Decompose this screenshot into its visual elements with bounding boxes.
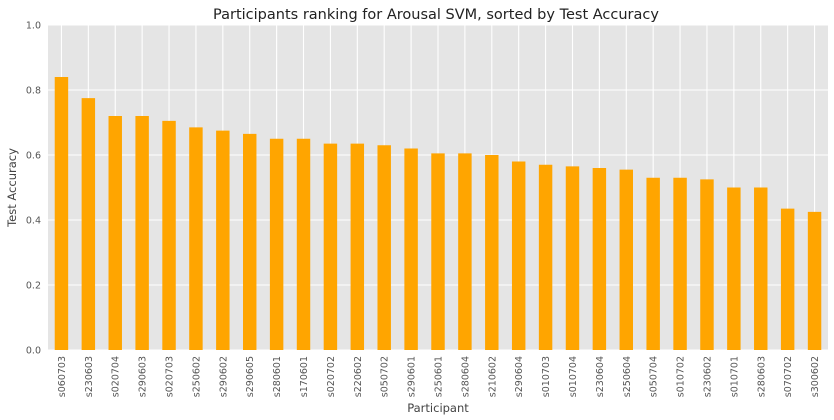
y-tick-label: 0.0 [26, 346, 41, 357]
x-tick-label: s010702 [676, 356, 687, 397]
bar-s230604 [592, 168, 607, 350]
x-tick-label: s010703 [541, 356, 552, 397]
bar-s010704 [565, 166, 580, 350]
x-tick-label: s210602 [487, 356, 498, 397]
bar-s290603 [135, 116, 149, 350]
bar-s210602 [485, 155, 499, 350]
y-tick-label: 1.0 [26, 21, 41, 32]
bar-s070702 [780, 208, 795, 350]
y-axis-ticks: 0.0 0.2 0.4 0.6 0.8 1.0 [26, 21, 41, 357]
bar-s020702 [323, 143, 338, 350]
y-tick-label: 0.4 [26, 216, 41, 227]
x-tick-label: s060703 [57, 356, 68, 397]
bar-s300602 [807, 211, 822, 350]
bar-s010701 [727, 187, 741, 350]
bar-s050702 [377, 145, 391, 350]
x-axis-ticks: s060703 s230603 s020704 s290603 s020703 s2506… [57, 356, 821, 397]
bar-s290601 [404, 148, 418, 350]
x-tick-label: s290603 [138, 356, 149, 397]
x-tick-label: s290601 [407, 356, 418, 397]
x-tick-label: s300602 [810, 356, 821, 397]
x-tick-label: s250604 [622, 356, 633, 397]
x-tick-label: s290604 [514, 356, 525, 397]
bar-s230602 [700, 179, 714, 350]
bar-s290602 [216, 130, 230, 350]
x-tick-label: s220602 [353, 356, 364, 397]
bar-s280603 [754, 187, 768, 350]
bar-s290604 [511, 161, 526, 350]
bar-s220602 [350, 143, 365, 350]
bar-s250602 [189, 127, 203, 350]
x-tick-label: s290602 [218, 356, 229, 397]
x-tick-label: s010704 [568, 356, 579, 397]
x-tick-label: s020703 [165, 356, 176, 397]
bar-s250604 [619, 169, 633, 350]
x-tick-label: s290605 [245, 356, 256, 397]
bar-s020704 [108, 116, 122, 350]
bar-s230603 [81, 98, 96, 350]
bar-s170601 [296, 138, 311, 350]
bar-s060703 [54, 77, 69, 350]
bar-s010702 [673, 177, 687, 350]
x-tick-label: s070702 [783, 356, 794, 397]
chart-title: Participants ranking for Arousal SVM, so… [213, 7, 659, 23]
y-axis-label: Test Accuracy [5, 148, 19, 228]
y-tick-label: 0.8 [26, 86, 41, 97]
x-tick-label: s230602 [702, 356, 713, 397]
bars [54, 77, 822, 350]
x-tick-label: s010701 [729, 356, 740, 397]
bar-s250601 [431, 153, 445, 350]
x-tick-label: s280603 [756, 356, 767, 397]
bar-s280604 [458, 153, 472, 350]
bar-s050704 [646, 177, 660, 350]
bar-s280601 [269, 138, 284, 350]
x-tick-label: s020702 [326, 356, 337, 397]
bar-s290605 [243, 133, 257, 350]
x-axis-label: Participant [407, 401, 469, 415]
x-tick-label: s020704 [111, 356, 122, 397]
y-tick-label: 0.2 [26, 281, 41, 292]
x-tick-label: s250601 [434, 356, 445, 397]
bar-s010703 [538, 164, 553, 350]
x-tick-label: s230604 [595, 356, 606, 397]
x-tick-label: s230603 [84, 356, 95, 397]
y-tick-label: 0.6 [26, 151, 41, 162]
x-tick-label: s170601 [299, 356, 310, 397]
x-tick-label: s280601 [272, 356, 283, 397]
x-tick-label: s280604 [460, 356, 471, 397]
x-tick-label: s250602 [191, 356, 202, 397]
bar-s020703 [162, 120, 176, 350]
x-tick-label: s050702 [380, 356, 391, 397]
x-tick-label: s050704 [649, 356, 660, 397]
